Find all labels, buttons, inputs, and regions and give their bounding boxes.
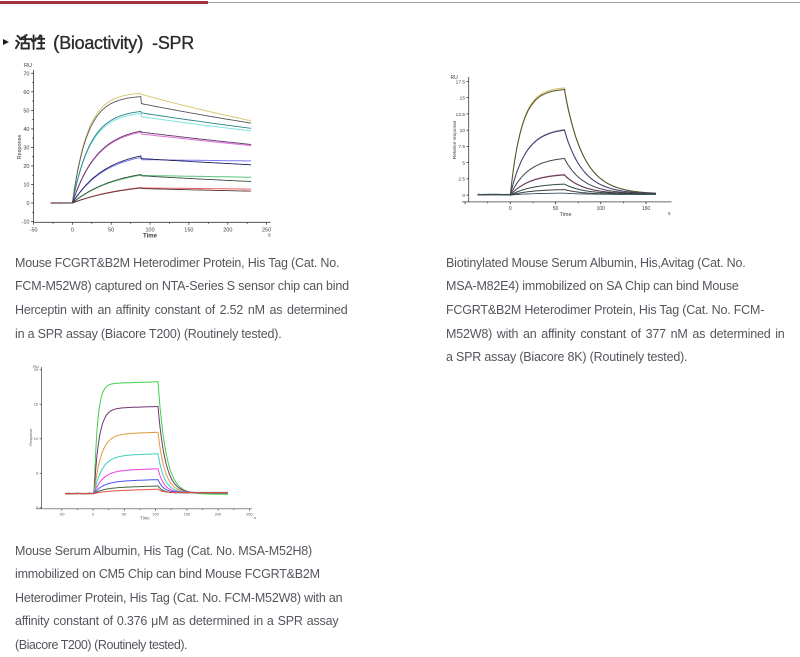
svg-text:15: 15 xyxy=(34,403,38,407)
svg-text:70: 70 xyxy=(23,71,29,77)
svg-text:200: 200 xyxy=(215,513,221,517)
svg-text:150: 150 xyxy=(184,513,190,517)
svg-text:Time: Time xyxy=(140,516,150,521)
svg-text:5: 5 xyxy=(462,160,465,166)
svg-text:Response: Response xyxy=(29,428,33,445)
svg-text:Time: Time xyxy=(559,212,571,218)
svg-text:Time: Time xyxy=(143,234,158,240)
svg-text:50: 50 xyxy=(108,228,114,234)
svg-text:RU: RU xyxy=(451,75,459,81)
svg-text:20: 20 xyxy=(23,164,29,170)
svg-text:50: 50 xyxy=(23,108,29,114)
svg-text:0: 0 xyxy=(71,228,74,234)
svg-text:0: 0 xyxy=(36,506,38,510)
svg-text:10: 10 xyxy=(23,183,29,189)
svg-text:-50: -50 xyxy=(59,513,65,517)
svg-text:Relative response: Relative response xyxy=(452,120,458,159)
svg-text:40: 40 xyxy=(23,127,29,133)
svg-text:10: 10 xyxy=(34,437,38,441)
svg-text:0: 0 xyxy=(26,201,29,207)
svg-text:10: 10 xyxy=(460,128,466,134)
svg-text:s: s xyxy=(668,211,671,217)
svg-text:50: 50 xyxy=(553,206,559,212)
svg-text:20: 20 xyxy=(34,368,38,372)
svg-text:50: 50 xyxy=(122,513,126,517)
svg-text:150: 150 xyxy=(184,228,193,234)
svg-text:250: 250 xyxy=(246,513,252,517)
svg-text:150: 150 xyxy=(642,206,651,212)
svg-text:100: 100 xyxy=(597,206,606,212)
svg-text:17.5: 17.5 xyxy=(456,79,466,85)
svg-text:250: 250 xyxy=(262,228,271,234)
svg-text:0: 0 xyxy=(509,206,512,212)
svg-text:60: 60 xyxy=(23,90,29,96)
svg-text:5: 5 xyxy=(36,472,38,476)
svg-text:RU: RU xyxy=(33,364,39,369)
svg-text:2.5: 2.5 xyxy=(458,177,465,183)
svg-text:12.5: 12.5 xyxy=(456,112,466,118)
svg-text:7.5: 7.5 xyxy=(458,144,465,150)
svg-text:-10: -10 xyxy=(22,220,30,226)
svg-text:0: 0 xyxy=(462,193,465,199)
svg-text:RU: RU xyxy=(24,63,32,69)
svg-text:s: s xyxy=(254,515,256,520)
svg-text:15: 15 xyxy=(460,96,466,102)
svg-text:100: 100 xyxy=(152,513,158,517)
svg-text:-50: -50 xyxy=(30,228,38,234)
svg-text:Response: Response xyxy=(17,135,23,160)
svg-text:0: 0 xyxy=(92,513,94,517)
svg-text:100: 100 xyxy=(146,228,155,234)
svg-text:s: s xyxy=(268,233,271,239)
svg-text:30: 30 xyxy=(23,145,29,151)
svg-text:200: 200 xyxy=(223,228,232,234)
